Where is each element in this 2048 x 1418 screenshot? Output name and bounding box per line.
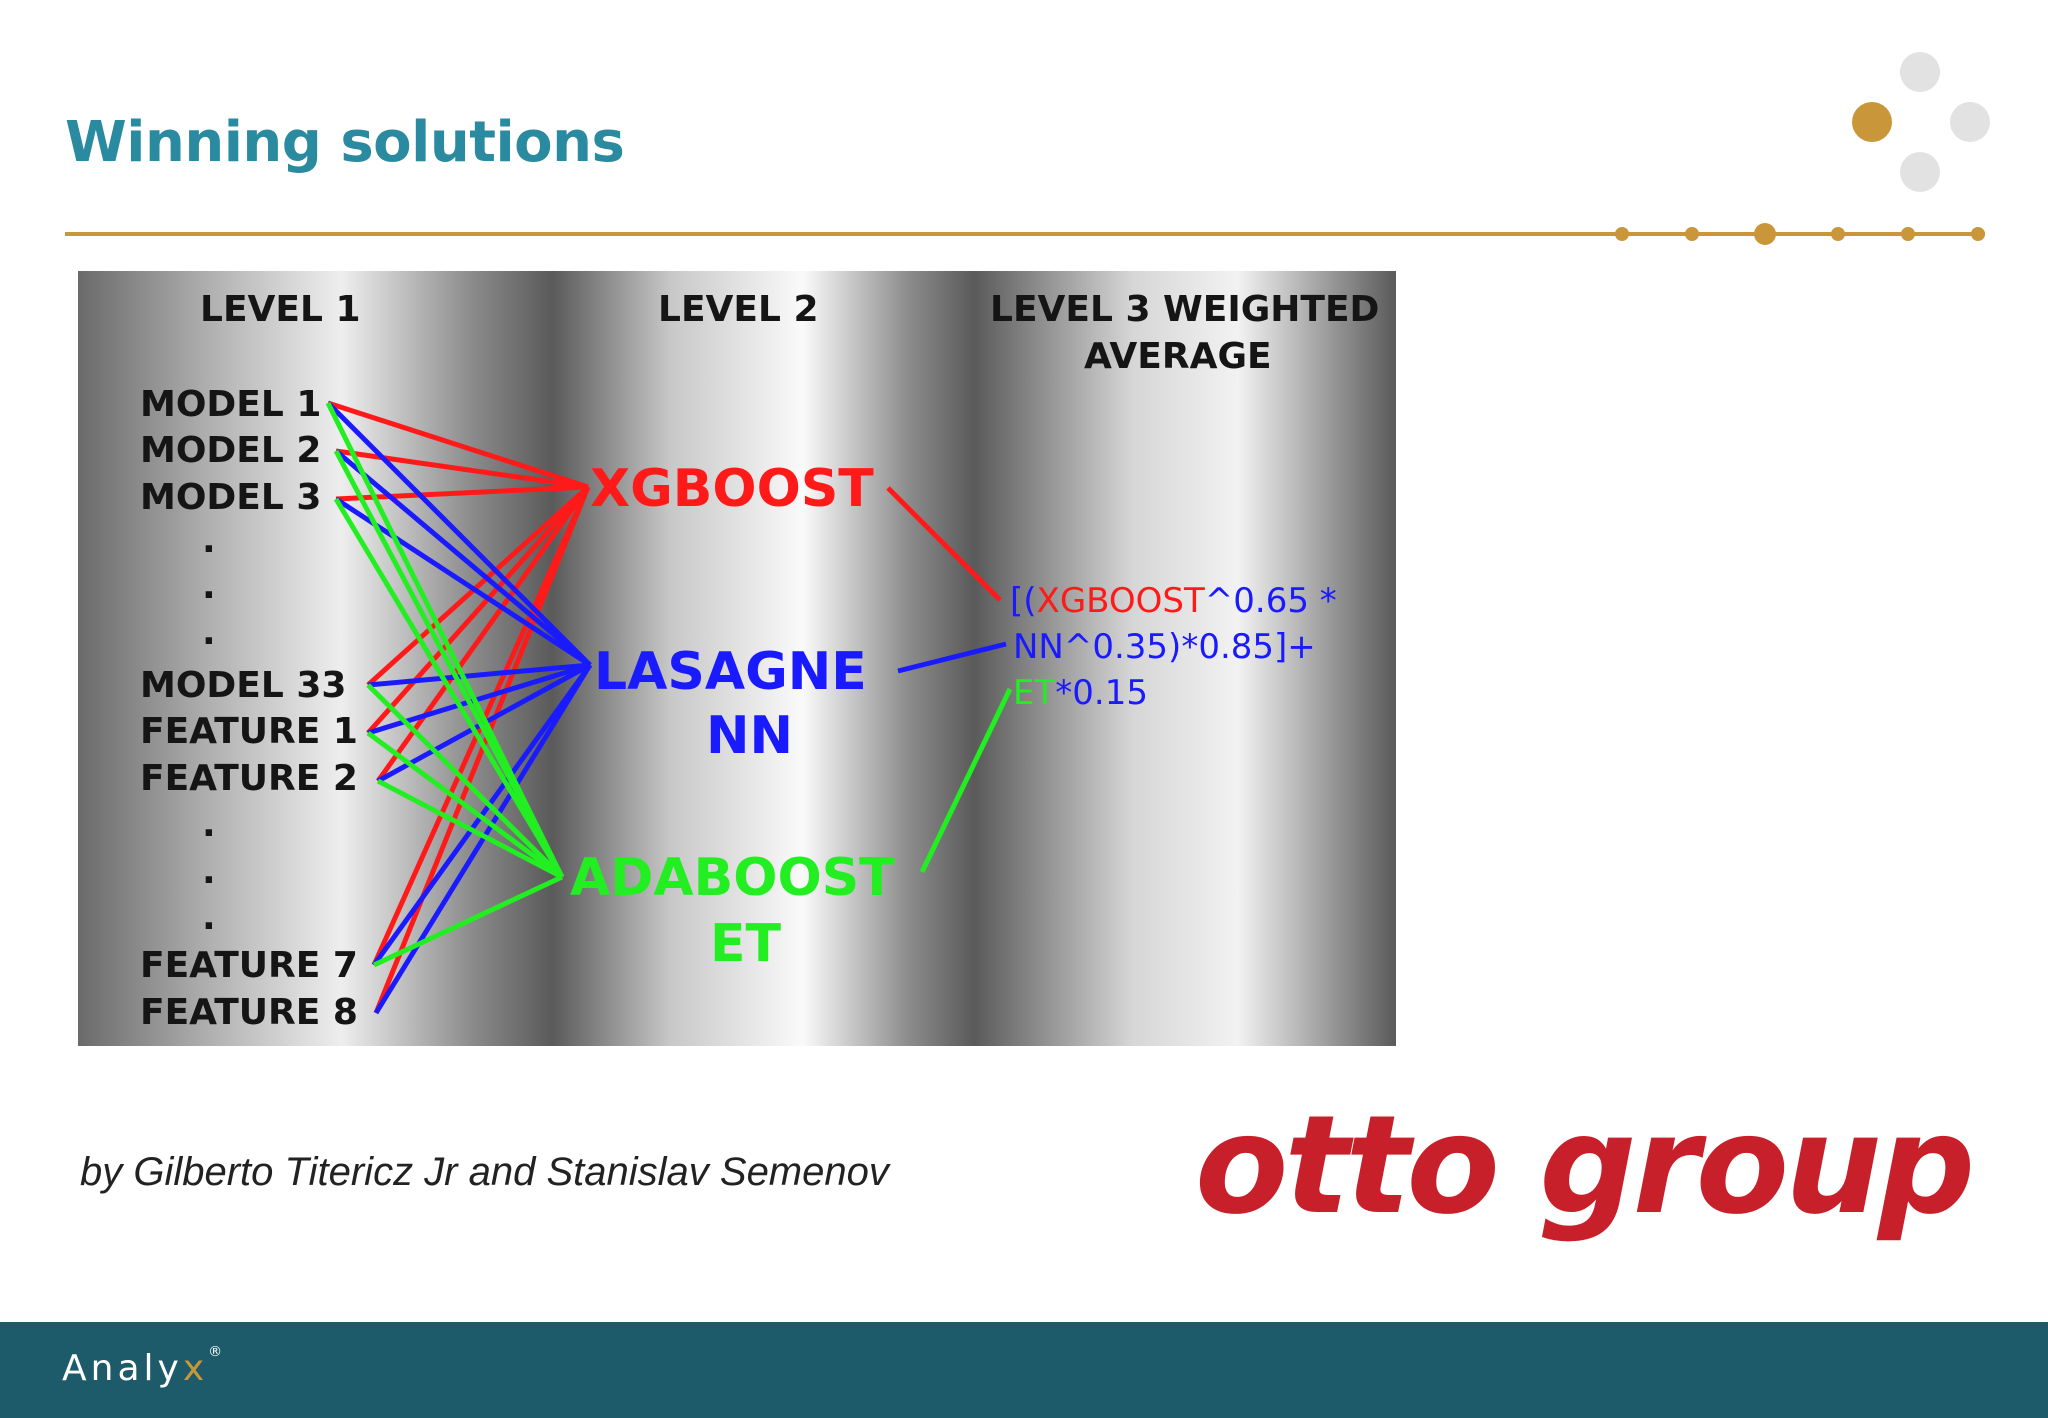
lasagne-node: LASAGNE [594, 642, 867, 702]
formula-weight: *0.15 [1055, 673, 1148, 713]
level1-item: FEATURE 2 [140, 758, 358, 799]
level-2-heading: LEVEL 2 [658, 289, 819, 330]
slide-title: Winning solutions [65, 110, 625, 175]
diagram-background [78, 271, 1396, 1046]
brand-text: Analy [62, 1348, 183, 1389]
ellipsis-dot: . [202, 804, 216, 845]
brand-x: x [182, 1348, 209, 1389]
nn-node: NN [706, 706, 793, 766]
analyx-logo: Analyx® [62, 1344, 222, 1389]
byline: by Gilberto Titericz Jr and Stanislav Se… [80, 1150, 889, 1194]
formula-line-1: [(XGBOOST^0.65 * [1010, 581, 1337, 621]
title-divider [65, 232, 1985, 236]
xgboost-node: XGBOOST [590, 459, 874, 519]
divider-dots-icon [1615, 223, 1985, 245]
level-3-heading-line2: AVERAGE [1084, 336, 1272, 377]
corner-logo-icon [1852, 52, 1990, 192]
ellipsis-dot: . [202, 612, 216, 653]
formula-et: ET [1013, 673, 1055, 713]
ellipsis-dot: . [202, 851, 216, 892]
adaboost-edges [325, 401, 1013, 968]
formula-exponent: ^0.65 * [1205, 581, 1337, 621]
otto-group-logo: otto group [1195, 1087, 1975, 1245]
formula-xgboost: XGBOOST [1037, 581, 1205, 621]
ellipsis-dot: . [202, 520, 216, 561]
level1-item: MODEL 1 [140, 384, 321, 425]
level1-item: FEATURE 8 [140, 992, 358, 1033]
level-3-heading: LEVEL 3 WEIGHTED [990, 289, 1379, 330]
level1-item: MODEL 33 [140, 665, 346, 706]
formula-line-2: NN^0.35)*0.85]+ [1013, 627, 1316, 667]
registered-mark: ® [208, 1344, 223, 1360]
footer-bar: Analyx® [0, 1322, 2048, 1418]
level1-item: FEATURE 1 [140, 711, 358, 752]
adaboost-node: ADABOOST [570, 848, 895, 908]
level-1-heading: LEVEL 1 [200, 289, 361, 330]
formula-bracket: [( [1010, 581, 1037, 621]
et-node: ET [710, 914, 782, 974]
level1-item: MODEL 2 [140, 430, 321, 471]
formula-line-3: ET*0.15 [1013, 673, 1148, 713]
ellipsis-dot: . [202, 566, 216, 607]
ellipsis-dot: . [202, 897, 216, 938]
level1-item: MODEL 3 [140, 477, 321, 518]
level1-item: FEATURE 7 [140, 945, 358, 986]
stacking-diagram: LEVEL 1 LEVEL 2 LEVEL 3 WEIGHTED AVERAGE… [78, 271, 1396, 1046]
